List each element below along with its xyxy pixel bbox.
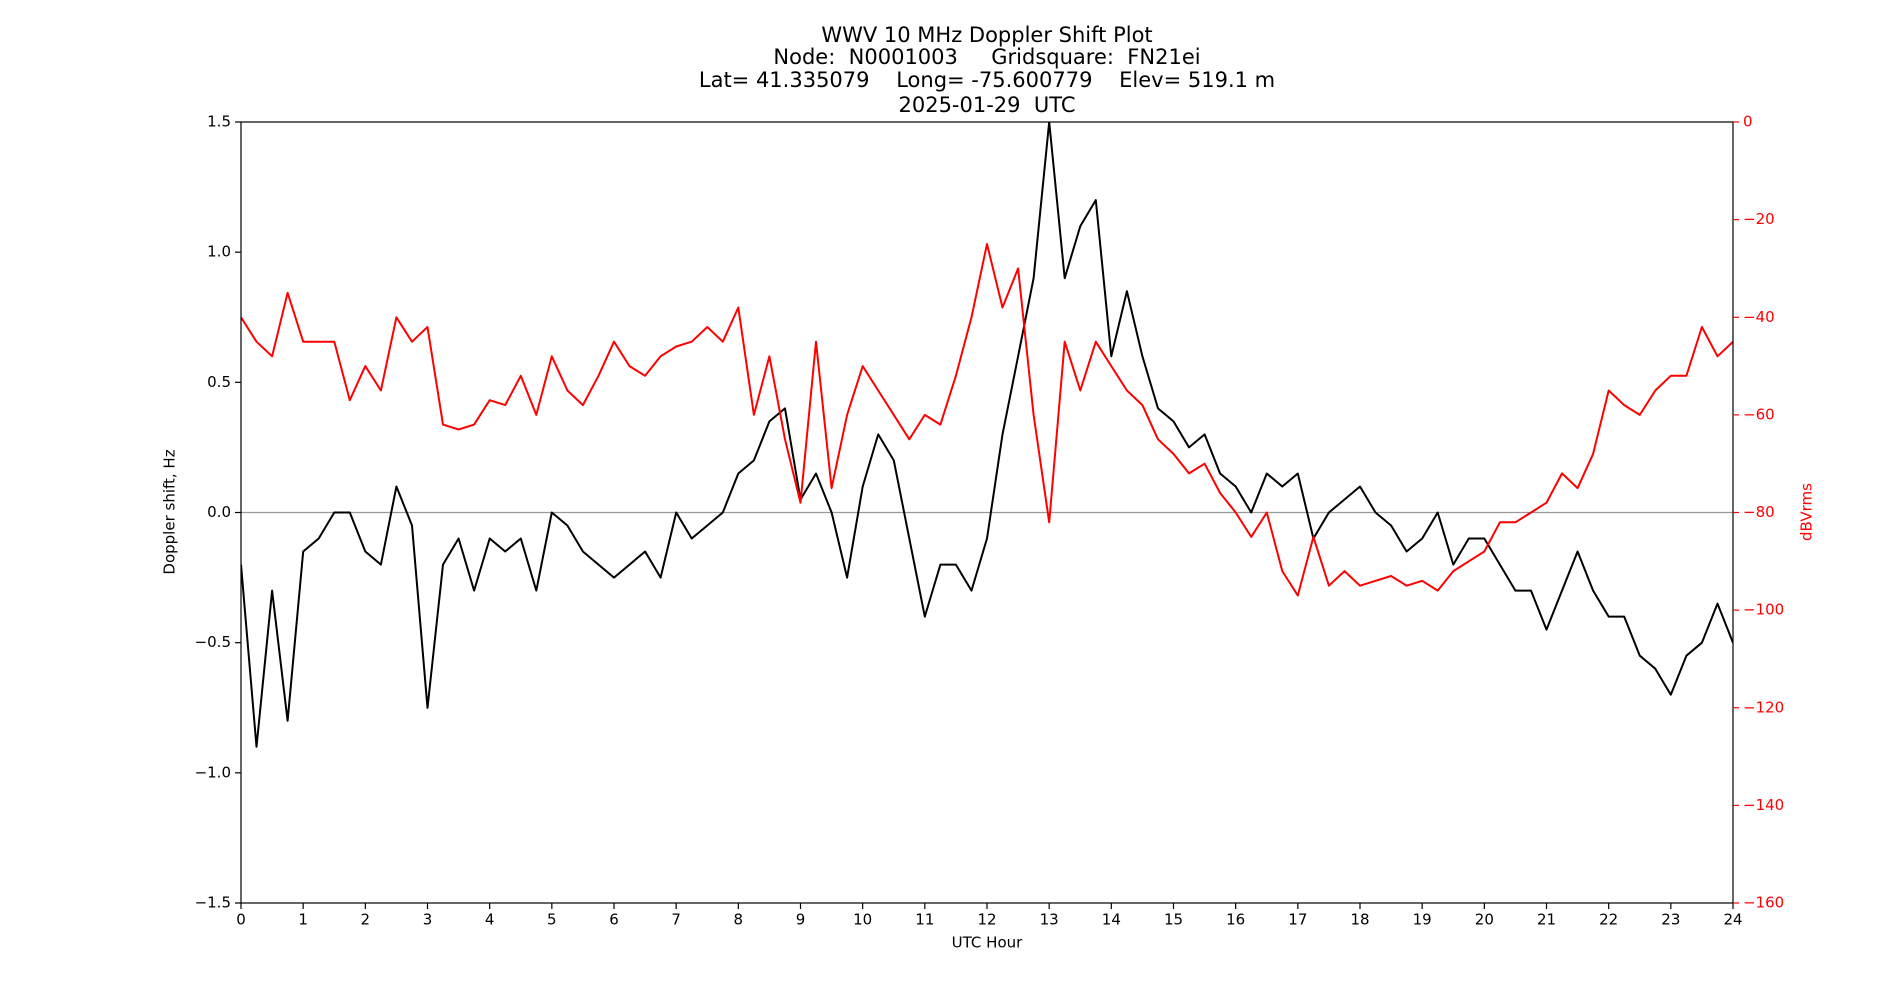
x-tick-label: 7: [671, 911, 681, 929]
y2-tick-label: −140: [1743, 796, 1784, 814]
x-tick-label: 5: [547, 911, 557, 929]
y-tick-label: −0.5: [195, 633, 231, 651]
y2-tick-label: 0: [1743, 113, 1753, 131]
x-tick-label: 0: [236, 911, 246, 929]
x-tick-label: 18: [1350, 911, 1369, 929]
x-tick-label: 2: [361, 911, 371, 929]
x-tick-label: 12: [977, 911, 996, 929]
x-tick-label: 9: [796, 911, 806, 929]
y-tick-label: 1.0: [207, 243, 231, 261]
x-tick-label: 13: [1040, 911, 1059, 929]
x-tick-label: 14: [1102, 911, 1121, 929]
y2-tick-label: −100: [1743, 601, 1784, 619]
x-tick-label: 24: [1723, 911, 1742, 929]
series-line: [241, 243, 1733, 597]
y2-tick-label: −120: [1743, 698, 1784, 716]
x-tick-label: 1: [298, 911, 308, 929]
y-tick-label: −1.5: [195, 894, 231, 912]
x-tick-label: 16: [1226, 911, 1245, 929]
x-tick-label: 10: [853, 911, 872, 929]
y-tick-label: 0.5: [207, 373, 231, 391]
x-tick-label: 15: [1164, 911, 1183, 929]
series-line: [241, 122, 1733, 748]
x-tick-label: 17: [1288, 911, 1307, 929]
x-tick-label: 20: [1475, 911, 1494, 929]
x-tick-label: 11: [915, 911, 934, 929]
chart-title: 2025-01-29 UTC: [898, 93, 1075, 117]
y-axis-label: Doppler shift, Hz: [161, 449, 179, 574]
x-tick-label: 23: [1661, 911, 1680, 929]
y2-tick-label: −40: [1743, 308, 1775, 326]
x-tick-label: 3: [423, 911, 433, 929]
x-tick-label: 4: [485, 911, 495, 929]
y-tick-label: 0.0: [207, 503, 231, 521]
y2-tick-label: −60: [1743, 405, 1775, 423]
chart-title: WWV 10 MHz Doppler Shift Plot: [821, 23, 1152, 47]
y2-tick-label: −160: [1743, 894, 1784, 912]
y-tick-label: −1.0: [195, 763, 231, 781]
chart-title: Node: N0001003 Gridsquare: FN21ei: [773, 45, 1200, 69]
x-axis-label: UTC Hour: [952, 934, 1023, 952]
y2-axis-label: dBVrms: [1798, 483, 1816, 541]
y2-tick-label: −20: [1743, 210, 1775, 228]
y-tick-label: 1.5: [207, 113, 231, 131]
y2-tick-label: −80: [1743, 503, 1775, 521]
x-tick-label: 19: [1413, 911, 1432, 929]
chart-title: Lat= 41.335079 Long= -75.600779 Elev= 51…: [699, 68, 1275, 92]
x-tick-label: 22: [1599, 911, 1618, 929]
x-tick-label: 8: [734, 911, 744, 929]
x-tick-label: 21: [1537, 911, 1556, 929]
x-tick-label: 6: [609, 911, 619, 929]
